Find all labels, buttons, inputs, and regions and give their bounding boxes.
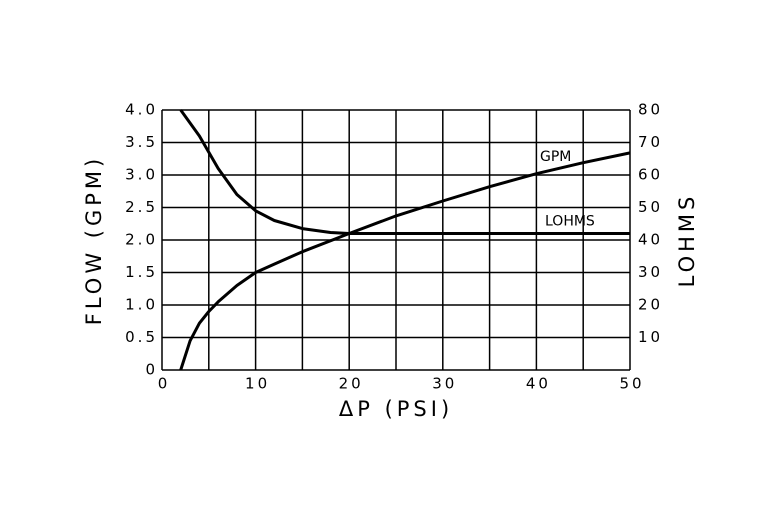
y2-tick-label: 70 (638, 133, 663, 151)
y2-axis-title: LOHMS (675, 193, 699, 288)
x-tick-label: 20 (339, 375, 364, 393)
y-tick-label: 4.0 (125, 101, 158, 119)
y2-tick-label: 80 (638, 101, 663, 119)
y-axis-title: FLOW (GPM) (82, 155, 106, 325)
y2-tick-label: 50 (638, 198, 663, 216)
y-tick-label: 0 (145, 361, 158, 379)
y-tick-label: 1.0 (125, 296, 158, 314)
y-tick-label: 2.0 (125, 231, 158, 249)
y2-tick-label: 20 (638, 296, 663, 314)
x-axis-title: ΔP (PSI) (339, 397, 453, 421)
series-label: LOHMS (545, 214, 595, 230)
x-tick-label: 0 (158, 375, 171, 393)
x-tick-label: 40 (526, 375, 551, 393)
y-tick-label: 3.5 (125, 133, 158, 151)
y2-tick-label: 10 (638, 328, 663, 346)
x-tick-label: 30 (432, 375, 457, 393)
y-tick-label: 1.5 (125, 263, 158, 281)
series-label: GPM (540, 149, 571, 165)
line-series (179, 151, 631, 371)
y-tick-label: 0.5 (125, 328, 158, 346)
x-tick-label: 50 (619, 375, 644, 393)
y2-tick-label: 40 (638, 231, 663, 249)
y2-tick-label: 60 (638, 166, 663, 184)
y-tick-label: 3.0 (125, 166, 158, 184)
y2-tick-label: 30 (638, 263, 663, 281)
x-tick-label: 10 (245, 375, 270, 393)
y-tick-label: 2.5 (125, 198, 158, 216)
line-series (179, 109, 630, 235)
